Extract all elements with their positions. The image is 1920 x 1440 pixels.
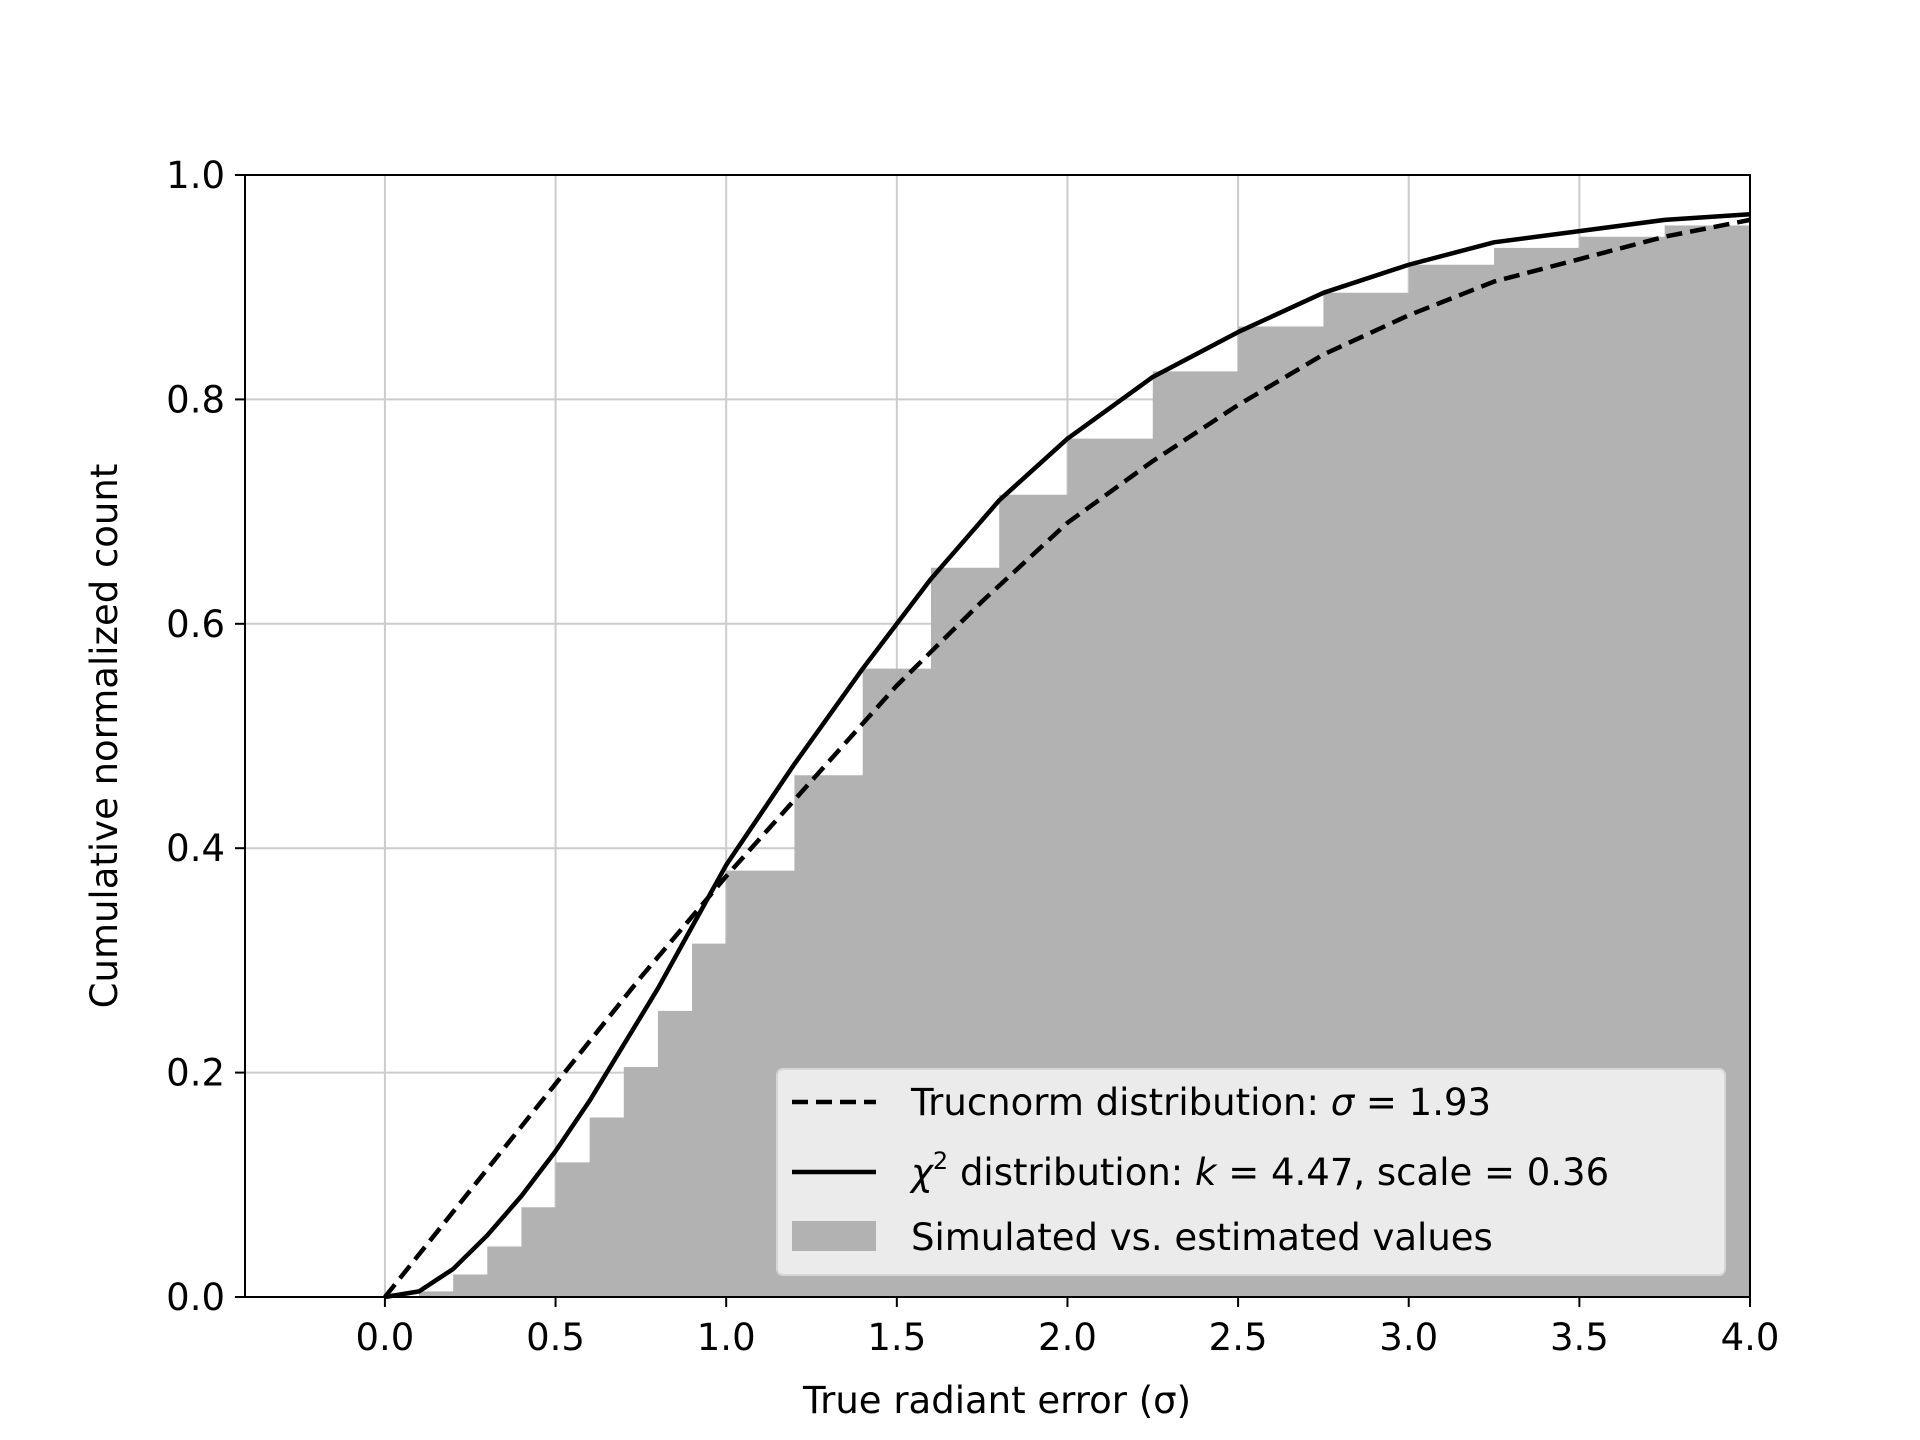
legend-trucnorm-suffix: = 1.93 [1354, 1081, 1491, 1124]
x-tick-label: 2.0 [1038, 1316, 1097, 1359]
y-tick-label: 0.4 [166, 827, 225, 870]
y-tick-label: 0.8 [166, 378, 225, 421]
x-tick-label: 3.0 [1379, 1316, 1438, 1359]
ticks: 0.0 0.5 1.0 1.5 2.0 2.5 3.0 3.5 4.0 0.0 0.2 0.4 0.6 0… [166, 154, 1779, 1359]
legend-chi2-symbol: χ [909, 1151, 935, 1194]
legend-histogram-swatch [792, 1221, 876, 1251]
x-tick-label: 3.5 [1550, 1316, 1609, 1359]
histogram-area [384, 214, 1750, 1297]
legend-chi2-suffix: = 4.47, scale = 0.36 [1216, 1151, 1609, 1194]
legend-trucnorm-symbol: σ [1331, 1081, 1356, 1124]
legend-trucnorm-prefix: Trucnorm distribution: [910, 1081, 1331, 1124]
trucnorm-line [383, 217, 1751, 1299]
legend-box [776, 1068, 1726, 1276]
legend-chi2-middle: distribution: [948, 1151, 1195, 1194]
x-tick-label: 0.5 [526, 1316, 585, 1359]
y-tick-label: 0.2 [166, 1052, 225, 1095]
legend: Trucnorm distribution: σ = 1.93 χ2 distr… [776, 1068, 1726, 1276]
lines-layer [383, 212, 1751, 1300]
legend-trucnorm-label: Trucnorm distribution: σ = 1.93 [910, 1081, 1491, 1124]
legend-chi2-param: k [1195, 1151, 1218, 1194]
x-tick-label: 4.0 [1721, 1316, 1780, 1359]
y-tick-label: 1.0 [166, 154, 225, 197]
legend-histogram-label: Simulated vs. estimated values [911, 1216, 1493, 1259]
x-axis-label: True radiant error (σ) [802, 1379, 1191, 1422]
y-axis-label: Cumulative normalized count [83, 464, 126, 1009]
x-tick-label: 2.5 [1209, 1316, 1268, 1359]
histogram-layer [384, 214, 1750, 1297]
chi2-line [384, 212, 1751, 1300]
legend-chi2-sup: 2 [933, 1147, 948, 1175]
x-tick-label: 1.0 [697, 1316, 756, 1359]
y-tick-label: 0.0 [166, 1276, 225, 1319]
y-tick-label: 0.6 [166, 603, 225, 646]
legend-chi2-label: χ2 distribution: k = 4.47, scale = 0.36 [909, 1147, 1609, 1194]
plot-frame [244, 174, 1751, 1298]
x-tick-label: 0.0 [355, 1316, 414, 1359]
x-tick-label: 1.5 [867, 1316, 926, 1359]
